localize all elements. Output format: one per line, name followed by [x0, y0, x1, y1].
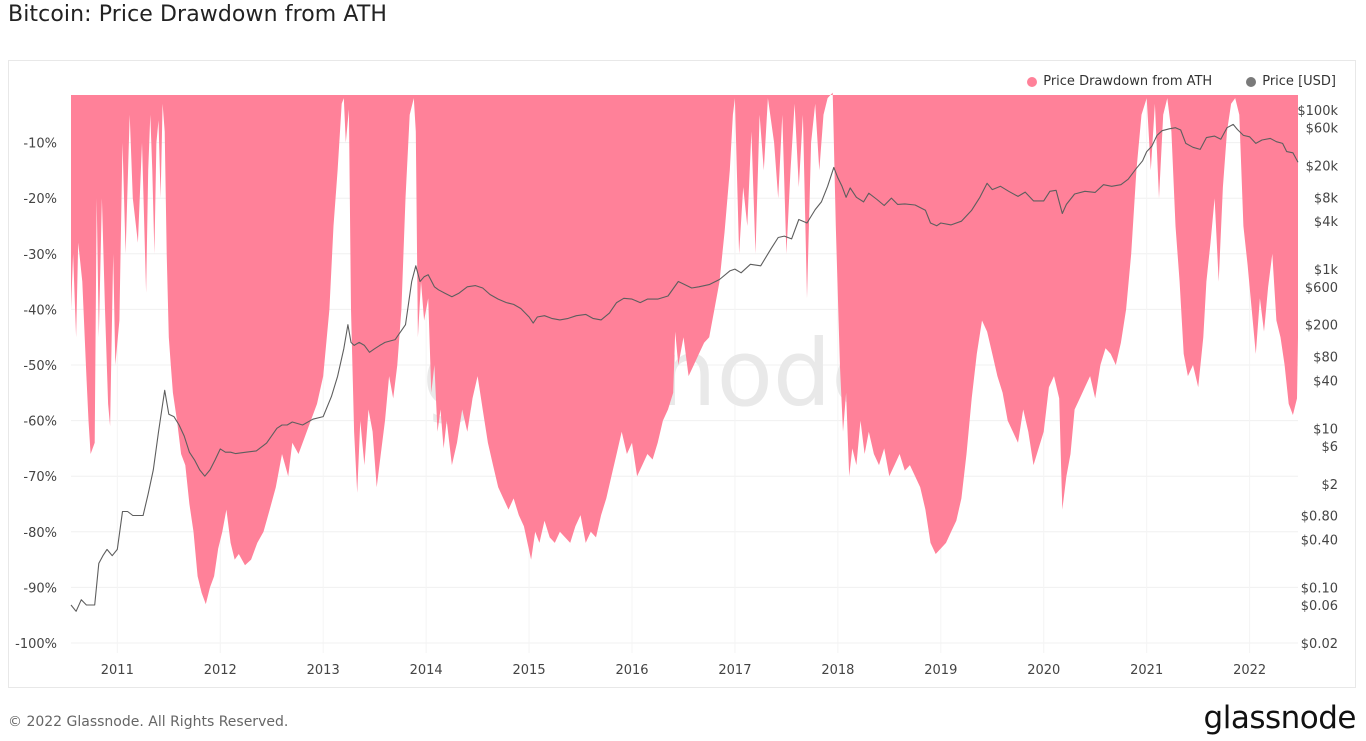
y-tick-left: -100%: [15, 637, 57, 652]
y-tick-left: -10%: [23, 137, 57, 152]
y-tick-left: -40%: [23, 303, 57, 318]
y-tick-right: $200: [1305, 319, 1338, 334]
copyright: © 2022 Glassnode. All Rights Reserved.: [8, 714, 289, 730]
x-tick: 2022: [1233, 663, 1266, 678]
x-tick: 2021: [1130, 663, 1163, 678]
y-tick-right: $10: [1313, 422, 1338, 437]
x-axis: 2011 2012 2013 2014 2015 2016 2017 2018 2019 2020…: [101, 663, 1266, 678]
y-tick-right: $2: [1321, 478, 1338, 493]
y-tick-right: $40: [1313, 374, 1338, 389]
y-tick-left: -80%: [23, 526, 57, 541]
y-tick-right: $8k: [1314, 191, 1339, 206]
drawdown-dot-icon: [1027, 76, 1038, 87]
y-tick-left: -60%: [23, 415, 57, 430]
x-tick: 2011: [101, 663, 134, 678]
y-tick-right: $6: [1321, 440, 1338, 455]
y-tick-right: $0.10: [1301, 581, 1338, 596]
legend-label: Price [USD]: [1262, 74, 1336, 89]
legend-label: Price Drawdown from ATH: [1043, 74, 1213, 89]
x-tick: 2014: [410, 663, 443, 678]
y-tick-right: $20k: [1306, 160, 1339, 175]
y-tick-left: -50%: [23, 359, 57, 374]
x-tick: 2018: [821, 663, 854, 678]
glassnode-logo[interactable]: glassnode: [1203, 700, 1357, 736]
y-tick-right: $4k: [1314, 215, 1339, 230]
x-tick: 2016: [615, 663, 648, 678]
x-tick: 2019: [924, 663, 957, 678]
legend-item-drawdown[interactable]: Price Drawdown from ATH: [1027, 74, 1212, 89]
y-tick-right: $0.02: [1301, 637, 1338, 652]
y-tick-left: -70%: [23, 470, 57, 485]
x-tick: 2012: [204, 663, 237, 678]
y-tick-right: $0.40: [1301, 533, 1338, 548]
drawdown-area: [71, 92, 1298, 605]
y-tick-right: $100k: [1297, 104, 1338, 119]
x-tick: 2015: [513, 663, 546, 678]
price-line: [70, 123, 1299, 612]
x-tick: 2013: [307, 663, 340, 678]
price-dot-icon: [1246, 76, 1257, 87]
page-title: Bitcoin: Price Drawdown from ATH: [8, 2, 388, 27]
y-tick-left: -90%: [23, 581, 57, 596]
y-tick-left: -30%: [23, 248, 57, 263]
y-tick-right: $0.80: [1301, 510, 1338, 525]
x-tick: 2017: [718, 663, 751, 678]
x-tick: 2020: [1027, 663, 1060, 678]
legend-item-price[interactable]: Price [USD]: [1246, 74, 1336, 89]
y-tick-right: $60k: [1306, 122, 1339, 137]
y-tick-right: $0.06: [1301, 599, 1338, 614]
y-axis-right: $100k $60k $20k $8k $4k $1k $600 $200 $80 $40 $10 $…: [1297, 104, 1338, 652]
y-tick-right: $600: [1305, 281, 1338, 296]
y-tick-right: $1k: [1314, 263, 1339, 278]
y-tick-left: -20%: [23, 192, 57, 207]
legend: Price Drawdown from ATH Price [USD]: [1027, 74, 1336, 89]
y-axis-left: -10% -20% -30% -40% -50% -60% -70% -80% -90% -100…: [15, 137, 57, 652]
y-tick-right: $80: [1313, 350, 1338, 365]
